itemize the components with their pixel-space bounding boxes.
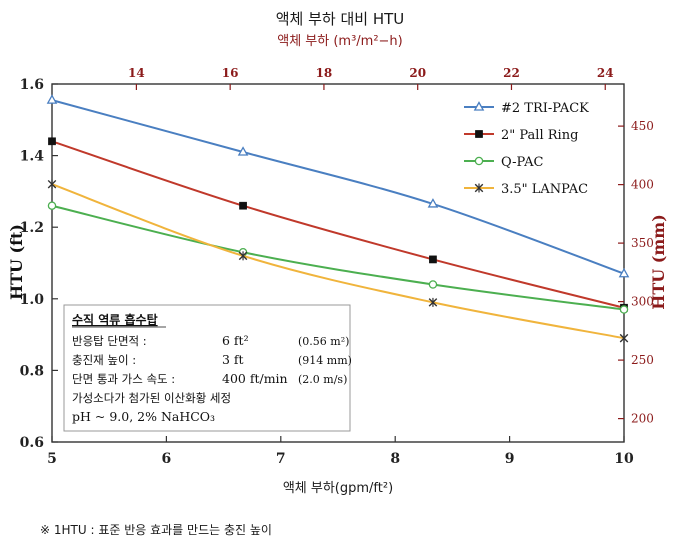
x-tick-label: 9 bbox=[505, 451, 515, 467]
info-box: 수직 역류 흡수탑 반응탑 단면적 : 6 ft² (0.56 m²) 충진재 … bbox=[63, 304, 352, 432]
legend-item: #2 TRI-PACK bbox=[464, 101, 589, 116]
series-line bbox=[51, 204, 625, 311]
legend-label: 3.5" LANPAC bbox=[501, 182, 588, 197]
x-tick-label: 10 bbox=[614, 451, 634, 467]
x-tick-label: 8 bbox=[390, 451, 400, 467]
data-point bbox=[48, 137, 56, 146]
x-tick-label: 5 bbox=[47, 451, 57, 467]
series-tri-pack bbox=[46, 94, 630, 278]
info-row-label: 단면 통과 가스 속도 : bbox=[72, 372, 175, 386]
info-box-frame bbox=[63, 304, 351, 432]
data-point bbox=[239, 201, 247, 210]
info-row-si: (914 mm) bbox=[298, 354, 352, 367]
y-tick-label: 1.2 bbox=[20, 220, 44, 236]
chart-subtitle: 액체 부하 (m³/m²−h) bbox=[277, 34, 403, 49]
info-row-value: 6 ft² bbox=[222, 333, 249, 348]
series-line bbox=[51, 99, 625, 275]
series-line bbox=[51, 183, 625, 340]
info-note-process: 가성소다가 첨가된 이산화황 세정 bbox=[72, 391, 231, 405]
chart-title: 액체 부하 대비 HTU bbox=[276, 10, 405, 28]
info-row-si: (2.0 m/s) bbox=[298, 373, 347, 386]
x-tick-label: 6 bbox=[162, 451, 172, 467]
series-lanpac bbox=[47, 179, 629, 343]
legend-item: 3.5" LANPAC bbox=[464, 182, 588, 197]
left-axis: 0.6 0.8 1.0 1.2 1.4 1.6 bbox=[20, 77, 58, 451]
legend-marker bbox=[474, 156, 484, 166]
info-box-title: 수직 역류 흡수탑 bbox=[72, 312, 158, 327]
y-tick-label: 1.0 bbox=[20, 292, 45, 308]
footnote: ※ 1HTU : 표준 반응 효과를 만드는 충진 높이 bbox=[40, 523, 272, 537]
y-tick-label: 0.6 bbox=[20, 435, 44, 451]
data-point bbox=[237, 146, 249, 156]
right-axis: 200 250 300 350 400 450 bbox=[618, 119, 654, 426]
y2-tick-label: 350 bbox=[631, 236, 654, 250]
data-point bbox=[47, 179, 57, 189]
legend-item: 2" Pall Ring bbox=[464, 128, 578, 143]
x2-tick-label: 18 bbox=[316, 66, 333, 80]
legend-marker bbox=[475, 130, 483, 138]
legend-marker bbox=[474, 183, 484, 193]
data-point bbox=[428, 297, 438, 307]
data-point bbox=[46, 94, 58, 104]
info-row-si: (0.56 m²) bbox=[298, 335, 349, 348]
x2-tick-label: 22 bbox=[503, 66, 520, 80]
data-point bbox=[238, 251, 248, 261]
data-point bbox=[47, 201, 57, 210]
legend: #2 TRI-PACK 2" Pall Ring Q-PAC 3.5" LANPAC bbox=[458, 92, 618, 204]
series-layer bbox=[46, 94, 630, 343]
legend-label: 2" Pall Ring bbox=[501, 128, 578, 143]
y2-tick-label: 200 bbox=[631, 412, 654, 426]
y2-tick-label: 400 bbox=[631, 178, 654, 192]
legend-item: Q-PAC bbox=[464, 155, 543, 170]
y-tick-label: 1.6 bbox=[20, 77, 44, 93]
info-note-ph: pH ~ 9.0, 2% NaHCO₃ bbox=[72, 409, 215, 424]
plot-area bbox=[51, 83, 625, 443]
info-row-value: 3 ft bbox=[222, 352, 244, 367]
series-q-pac bbox=[47, 201, 629, 314]
data-point bbox=[429, 255, 437, 264]
legend-label: Q-PAC bbox=[501, 155, 543, 170]
bottom-axis: 5 6 7 8 9 10 bbox=[47, 436, 634, 467]
x-axis-label: 액체 부하(gpm/ft²) bbox=[283, 481, 393, 496]
data-point bbox=[428, 280, 438, 289]
info-row-label: 반응탑 단면적 : bbox=[72, 334, 147, 348]
y-axis-label: HTU (ft) bbox=[7, 224, 26, 300]
data-point bbox=[619, 333, 629, 343]
y-tick-label: 1.4 bbox=[20, 149, 45, 165]
legend-label: #2 TRI-PACK bbox=[501, 101, 589, 116]
top-axis: 14 16 18 20 22 24 bbox=[128, 66, 614, 90]
x-tick-label: 7 bbox=[276, 451, 286, 467]
x2-tick-label: 16 bbox=[222, 66, 239, 80]
info-row-label: 충진재 높이 : bbox=[72, 353, 136, 367]
y2-tick-label: 250 bbox=[631, 353, 654, 367]
info-row-value: 400 ft/min bbox=[222, 371, 288, 386]
data-point bbox=[618, 267, 630, 278]
series-line bbox=[51, 140, 625, 309]
legend-marker bbox=[473, 101, 485, 111]
data-point bbox=[427, 198, 439, 208]
x2-tick-label: 24 bbox=[597, 66, 614, 80]
y2-tick-label: 300 bbox=[631, 295, 654, 309]
x2-tick-label: 20 bbox=[409, 66, 426, 80]
data-point bbox=[619, 305, 629, 314]
y-tick-label: 0.8 bbox=[20, 363, 44, 379]
y2-axis-label: HTU (mm) bbox=[649, 214, 668, 310]
y2-tick-label: 450 bbox=[631, 119, 654, 133]
x2-tick-label: 14 bbox=[128, 66, 145, 80]
